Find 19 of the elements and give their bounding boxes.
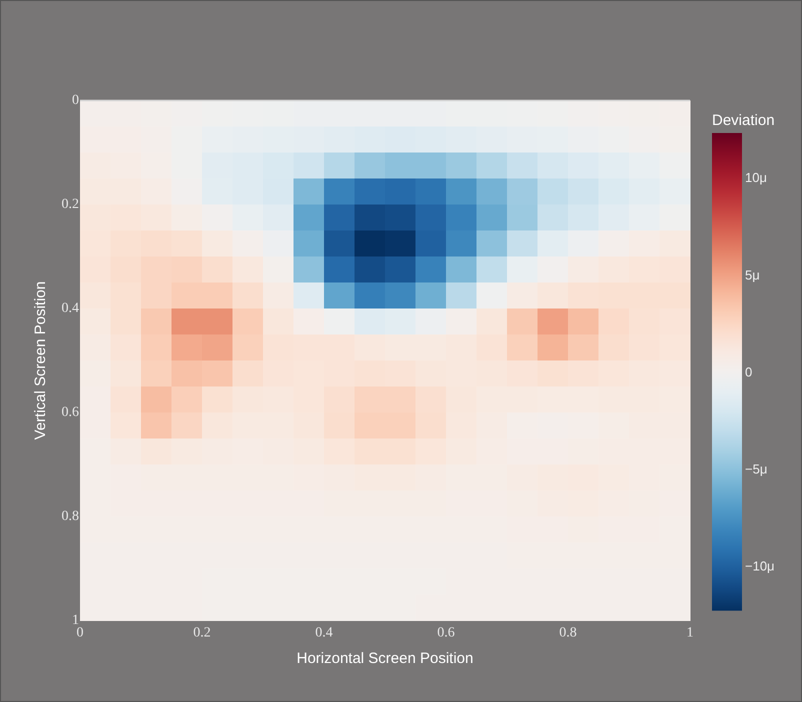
x-tick-label: 0.8 — [559, 626, 577, 640]
color-bar-label: 5μ — [745, 267, 760, 282]
x-tick-label: 0.2 — [193, 626, 211, 640]
x-tick-label: 0.6 — [437, 626, 455, 640]
y-axis-title: Vertical Screen Position — [32, 281, 49, 440]
y-tick-label: 0.8 — [62, 509, 79, 524]
x-axis-title: Horizontal Screen Position — [296, 650, 474, 667]
y-tick-label: 0 — [72, 93, 79, 108]
y-tick-label: 0.6 — [62, 405, 79, 420]
color-bar-label: 0 — [745, 364, 752, 380]
color-bar-label: 10μ — [745, 170, 767, 186]
color-bar-label: −5μ — [745, 461, 768, 476]
y-tick-label: 0.4 — [62, 301, 79, 316]
color-bar-label: −10μ — [745, 558, 775, 574]
color-bar-title: Deviation — [712, 112, 775, 129]
x-tick-label: 1 — [686, 626, 694, 640]
y-tick-label: 1 — [72, 613, 79, 628]
x-tick-label: 0.4 — [315, 626, 333, 640]
y-tick-label: 0.2 — [62, 197, 79, 212]
